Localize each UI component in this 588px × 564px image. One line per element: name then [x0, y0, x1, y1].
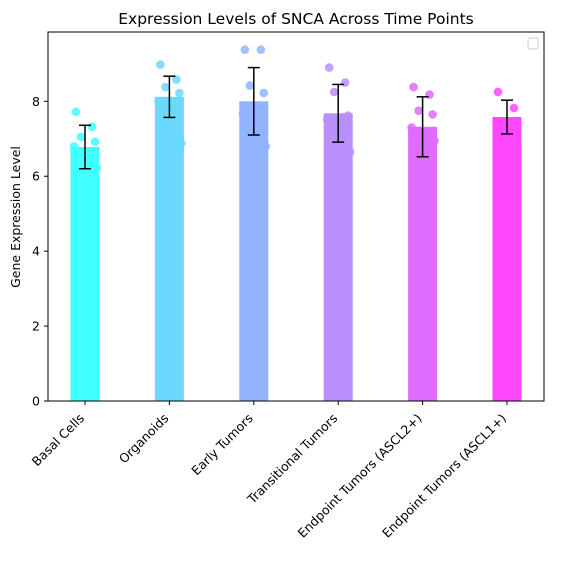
data-point: [177, 138, 186, 148]
data-point: [161, 82, 170, 92]
data-point: [322, 115, 332, 125]
bars-layer: [70, 96, 522, 402]
data-point: [92, 163, 102, 173]
data-point: [428, 110, 437, 119]
data-point: [74, 170, 84, 179]
data-point: [238, 108, 248, 118]
data-point: [83, 151, 93, 160]
bar: [323, 113, 353, 401]
data-point: [493, 87, 503, 97]
chart-title: Expression Levels of SNCA Across Time Po…: [118, 10, 474, 28]
data-point: [256, 45, 266, 54]
data-point: [252, 126, 262, 136]
data-point: [425, 90, 434, 99]
data-point: [90, 137, 100, 147]
data-point: [324, 63, 334, 72]
data-point: [87, 122, 97, 132]
data-point: [414, 106, 423, 115]
data-point: [261, 141, 271, 151]
y-tick-label: 2: [32, 319, 40, 334]
y-axis-label: Gene Expression Level: [8, 146, 23, 288]
legend-box: [527, 37, 539, 50]
data-point: [340, 78, 350, 87]
data-point: [240, 45, 250, 54]
data-point: [421, 130, 430, 140]
plot-frame: [47, 31, 545, 402]
data-point: [327, 150, 337, 159]
y-tick-label: 4: [32, 244, 40, 259]
x-tick-label: Transitional Tumors: [244, 411, 341, 508]
data-point: [69, 141, 79, 151]
data-point: [154, 97, 163, 106]
bar: [492, 117, 522, 402]
bar: [239, 101, 269, 401]
x-tick-label: Basal Cells: [29, 411, 88, 470]
data-point: [336, 130, 346, 140]
data-point: [407, 123, 416, 132]
data-point: [172, 75, 181, 84]
data-point: [168, 101, 177, 111]
y-tick-label: 8: [32, 94, 40, 109]
x-tick-label: Early Tumors: [188, 411, 256, 479]
data-point: [345, 147, 355, 157]
y-tick-label: 0: [32, 394, 40, 409]
bar: [408, 126, 438, 401]
data-point: [498, 123, 508, 133]
data-point: [259, 88, 269, 98]
data-point: [175, 88, 184, 98]
data-point: [343, 111, 353, 120]
data-point: [71, 107, 81, 117]
data-point: [156, 60, 165, 69]
errorbars-layer: [79, 66, 513, 170]
data-point: [512, 126, 522, 136]
data-point: [76, 132, 86, 142]
points-layer: [69, 45, 522, 197]
data-point: [245, 81, 255, 90]
x-axis: Basal Cells Organoids Early TumorsTransiti…: [29, 401, 509, 541]
data-point: [418, 187, 427, 197]
bar: [70, 147, 100, 401]
data-point: [412, 143, 421, 153]
data-point: [509, 103, 519, 113]
y-axis: 0 2 4 6 8: [32, 94, 48, 409]
data-point: [329, 87, 339, 97]
bar: [154, 96, 184, 401]
x-tick-label: Organoids: [116, 411, 172, 467]
data-point: [430, 136, 439, 145]
y-tick-label: 6: [32, 169, 40, 184]
data-point: [409, 82, 418, 92]
